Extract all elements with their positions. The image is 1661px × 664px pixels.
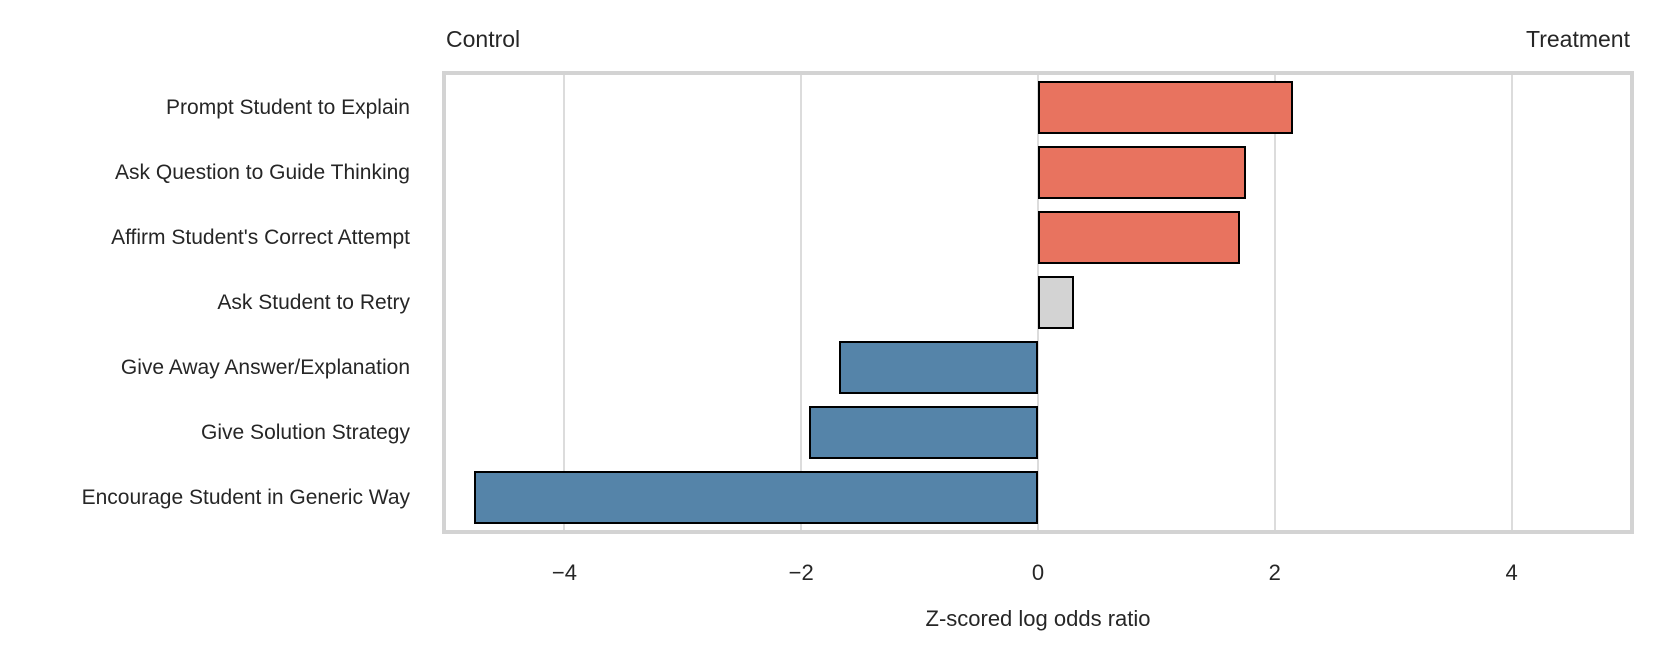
gridline [1273, 75, 1276, 530]
x-tick-label: 0 [1031, 560, 1045, 585]
category-label: Ask Question to Guide Thinking [115, 161, 410, 184]
bar [1038, 81, 1293, 134]
x-tick-label: 4 [1505, 560, 1518, 585]
category-label: Give Away Answer/Explanation [120, 356, 410, 379]
category-label: Ask Student to Retry [217, 291, 410, 314]
bar [1038, 276, 1074, 329]
control-header-label: Control [446, 26, 521, 52]
category-label: Give Solution Strategy [201, 421, 410, 444]
category-label: Affirm Student's Correct Attempt [111, 226, 410, 249]
treatment-header-label: Treatment [1526, 26, 1630, 52]
plot-area [442, 71, 1634, 534]
x-tick-label: −2 [788, 560, 814, 585]
bar [1038, 211, 1241, 264]
gridline [800, 75, 803, 530]
category-label: Prompt Student to Explain [166, 96, 410, 119]
gridline [563, 75, 566, 530]
x-tick-label: 2 [1268, 560, 1281, 585]
category-label: Encourage Student in Generic Way [81, 486, 410, 509]
bar [839, 341, 1038, 394]
x-tick-label: −4 [551, 560, 577, 585]
gridline [1510, 75, 1513, 530]
x-axis-ticks: −4 −2 0 2 4 [0, 560, 1661, 590]
x-axis-title: Z-scored log odds ratio [925, 606, 1151, 631]
bar [474, 471, 1038, 524]
bar [1038, 146, 1247, 199]
bar [809, 406, 1038, 459]
